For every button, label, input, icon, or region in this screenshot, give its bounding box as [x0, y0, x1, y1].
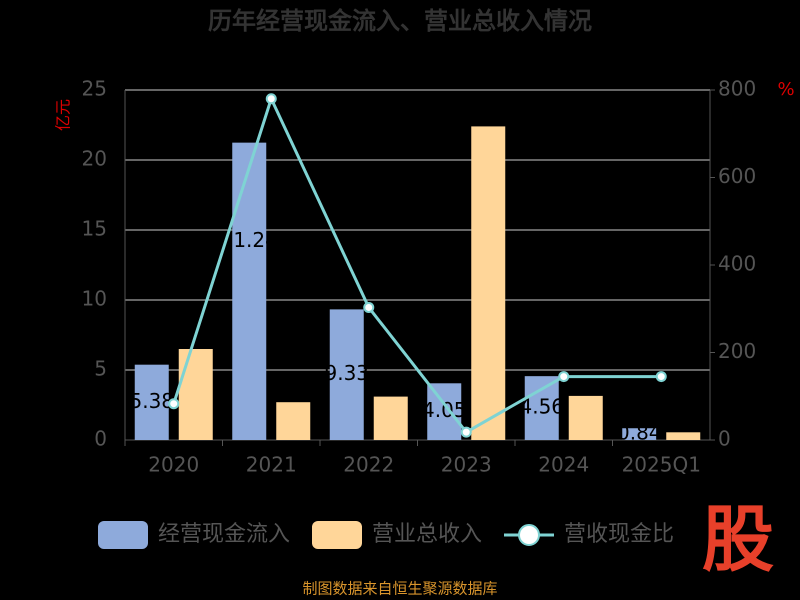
y2-tick-label: 800: [718, 77, 756, 101]
bar: [622, 428, 657, 440]
x-tick-label: 2021: [246, 453, 297, 477]
line-point: [558, 371, 570, 383]
line-point: [265, 93, 277, 105]
legend-marker: [518, 524, 540, 546]
bar: [276, 402, 311, 440]
legend-swatch: [312, 521, 362, 549]
bar: [666, 432, 701, 440]
y-tick-label: 10: [82, 287, 107, 311]
y-tick-label: 0: [94, 427, 107, 451]
x-tick-label: 2022: [343, 453, 394, 477]
bar: [524, 376, 559, 440]
legend-label: 营业总收入: [372, 522, 482, 547]
legend-swatch: [98, 521, 148, 549]
x-tick-label: 2023: [441, 453, 492, 477]
x-tick-label: 2020: [148, 453, 199, 477]
bar: [373, 396, 408, 440]
bar: [471, 126, 506, 441]
y-tick-label: 20: [82, 147, 107, 171]
y-tick-label: 25: [82, 77, 107, 101]
data-label: 0.84: [617, 421, 662, 445]
logo: 股: [702, 498, 774, 582]
bar: [178, 349, 213, 440]
bar: [427, 383, 462, 440]
bar: [134, 364, 169, 440]
data-label: 9.33: [324, 361, 369, 385]
line-point: [655, 371, 667, 383]
chart-title: 历年经营现金流入、营业总收入情况: [208, 7, 592, 35]
y2-axis-label: %: [777, 79, 794, 100]
bar: [232, 142, 267, 440]
line: [172, 94, 662, 435]
x-tick-label: 2025Q1: [622, 453, 701, 477]
data-label: 5.38: [129, 389, 174, 413]
legend-label: 营收现金比: [564, 522, 674, 547]
line-point: [168, 398, 180, 410]
y-tick-label: 5: [94, 357, 107, 381]
bar: [329, 309, 364, 440]
y2-tick-label: 600: [718, 164, 756, 188]
y-axis-label: 亿元: [54, 99, 73, 131]
line-point: [460, 426, 472, 438]
x-tick-label: 2024: [538, 453, 589, 477]
bar: [568, 395, 603, 440]
y2-tick-label: 200: [718, 339, 756, 363]
y2-tick-label: 0: [718, 427, 731, 451]
y-tick-label: 15: [82, 217, 107, 241]
footer: 制图数据来自恒生聚源数据库: [302, 580, 497, 598]
y2-tick-label: 400: [718, 252, 756, 276]
line-point: [363, 301, 375, 313]
legend-label: 经营现金流入: [158, 522, 290, 547]
